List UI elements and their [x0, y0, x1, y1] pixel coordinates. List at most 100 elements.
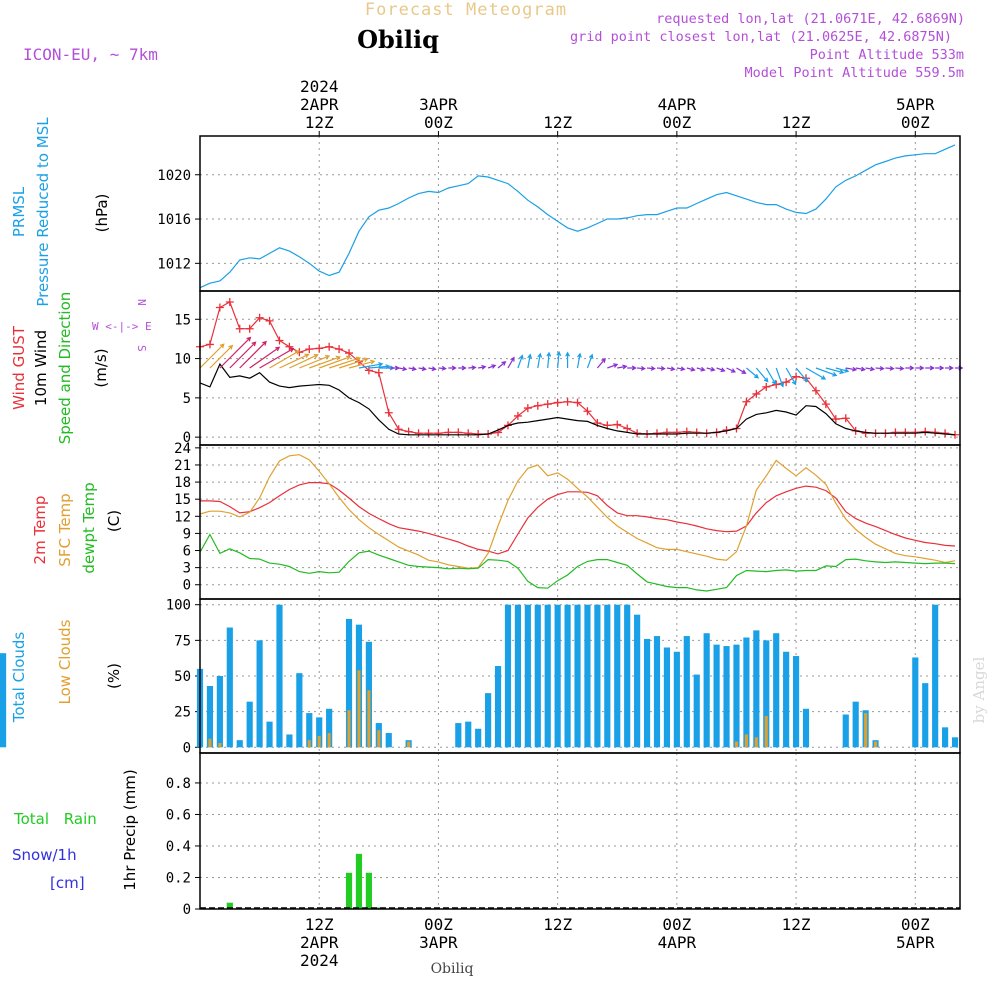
wind-direction-arrow [565, 351, 571, 368]
gust-marker [782, 378, 791, 387]
gust-marker [811, 386, 820, 395]
wind-direction-arrow [925, 365, 935, 371]
series-line-dewpt-temp [199, 533, 956, 592]
wind-direction-arrow [438, 365, 447, 371]
panel-2: 0 5 10 15 [174, 290, 964, 446]
wind-direction-arrow [507, 356, 515, 369]
total-cloud-bar [773, 633, 780, 748]
gust-marker [205, 340, 214, 349]
low-cloud-bar [327, 733, 331, 748]
gust-marker [613, 420, 622, 429]
top-time-label: 12Z [543, 113, 572, 132]
wind-direction-arrow [358, 362, 384, 369]
label-low-clouds: Low Clouds [56, 619, 74, 704]
gust-marker [682, 427, 691, 436]
wind-direction-arrow [815, 367, 838, 377]
gust-marker [573, 398, 582, 407]
total-cloud-bar [226, 627, 233, 748]
wind-direction-arrow [259, 347, 295, 369]
wind-direction-arrow [637, 365, 646, 371]
wind-direction-arrow [537, 352, 543, 369]
wind-direction-arrow [716, 367, 726, 373]
gust-marker [424, 429, 433, 438]
top-time-label: 5APR [896, 95, 935, 114]
gust-marker [305, 345, 314, 354]
low-cloud-bar [764, 715, 768, 748]
label-pressure-msl: Pressure Reduced to MSL [34, 117, 52, 307]
bottom-time-label: 00Z [901, 915, 930, 934]
low-cloud-bar [218, 743, 222, 748]
gust-marker [543, 400, 552, 409]
bottom-time-label: 00Z [424, 915, 453, 934]
bottom-time-label: 00Z [662, 915, 691, 934]
wind-direction-arrow [825, 367, 845, 375]
wind-direction-arrow [865, 366, 876, 372]
total-cloud-bar [713, 644, 720, 748]
total-cloud-bar [494, 666, 502, 748]
wind-direction-arrow [468, 365, 477, 371]
low-cloud-bar [754, 737, 758, 748]
compass-n: N [135, 299, 148, 306]
y-tick-label: 15 [174, 312, 191, 328]
model-label: ICON-EU, ~ 7km [23, 45, 158, 64]
total-cloud-bar [246, 701, 253, 748]
total-cloud-bar [783, 651, 790, 748]
y-tick-label: 21 [174, 458, 191, 474]
gust-marker [215, 303, 224, 312]
low-cloud-bar [874, 741, 878, 748]
top-time-label: 4APR [658, 95, 697, 114]
watermark: by Angel [970, 656, 988, 723]
label-total-clouds: Total Clouds [10, 632, 28, 724]
bottom-time-label: 2APR [300, 933, 339, 952]
rain-bar [375, 907, 382, 909]
wind-direction-arrow [586, 353, 594, 369]
requested-coords: requested lon,lat (21.0671E, 42.6869N) [656, 11, 965, 27]
gust-marker [394, 425, 403, 434]
gust-marker [831, 415, 840, 424]
y-tick-label: 0 [183, 430, 191, 446]
panel-4: 0 25 50 75 100 [0, 598, 961, 756]
y-tick-label: 1012 [157, 256, 191, 272]
gust-marker [553, 398, 562, 407]
gust-marker [235, 324, 244, 333]
chart-title: Forecast Meteogram [365, 0, 567, 20]
gust-marker [275, 336, 284, 345]
point-altitude: Point Altitude 533m [810, 47, 964, 63]
low-cloud-bar [307, 740, 311, 748]
wind-direction-arrow [487, 364, 497, 369]
gust-marker [513, 411, 522, 420]
total-cloud-bar [345, 618, 353, 748]
total-cloud-bar [455, 723, 462, 748]
total-cloud-bar [743, 637, 750, 748]
bottom-time-label: 3APR [419, 933, 458, 952]
gust-marker [672, 428, 681, 437]
wind-direction-arrow [755, 367, 769, 383]
label-sfc-temp: SFC Temp [56, 493, 74, 566]
y-tick-label: 0.8 [166, 776, 191, 792]
top-time-label: 2024 [300, 77, 339, 96]
total-cloud-bar [564, 604, 571, 748]
total-cloud-bar [326, 708, 333, 748]
total-cloud-bar [673, 651, 680, 748]
y-tick-label: 0 [183, 740, 191, 756]
total-cloud-bar [485, 693, 492, 748]
wind-direction-arrow [945, 365, 954, 371]
gust-marker [921, 427, 930, 436]
total-cloud-bar [554, 604, 561, 748]
low-cloud-bar [367, 690, 371, 748]
total-cloud-bar [634, 614, 641, 748]
wind-direction-arrow [785, 367, 797, 386]
bottom-time-label: 12Z [305, 915, 334, 934]
wind-direction-arrow [249, 346, 281, 369]
total-cloud-bar [316, 717, 323, 748]
gust-marker [374, 368, 383, 377]
label-snow: Snow/1h [12, 846, 77, 864]
top-time-label: 00Z [662, 113, 691, 132]
wind-direction-arrow [309, 355, 341, 369]
wind-direction-arrow [497, 361, 507, 369]
wind-direction-arrow [895, 365, 905, 371]
label-2m-temp: 2m Temp [31, 496, 49, 565]
total-cloud-bar [792, 656, 800, 748]
